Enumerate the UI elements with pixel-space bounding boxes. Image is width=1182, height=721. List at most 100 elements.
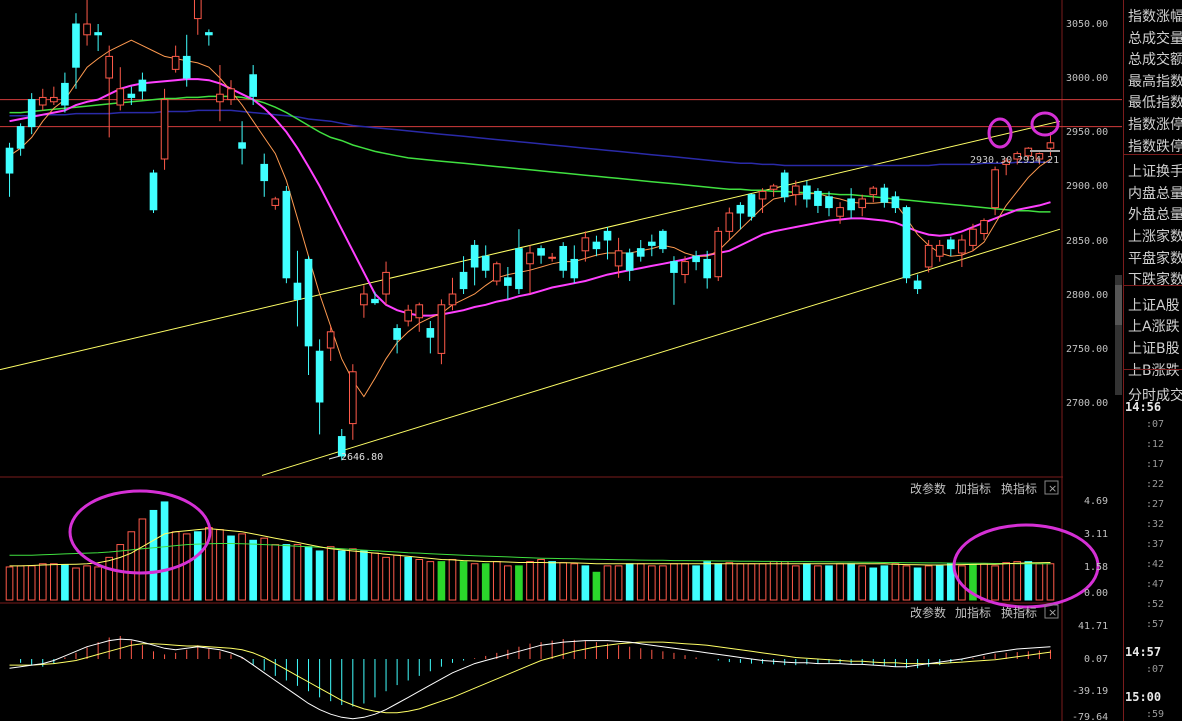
low-price-annotation: 2646.80 (341, 452, 383, 463)
close-panel-button[interactable] (1044, 480, 1059, 495)
ma5-line (9, 39, 1051, 398)
swap-indicator-button[interactable]: 换指标 (1001, 605, 1037, 620)
candle-up (769, 185, 778, 190)
volume-bar (105, 556, 114, 601)
candle-up (958, 239, 966, 254)
modify-params-button[interactable]: 改参数 (910, 481, 946, 496)
volume-bar (337, 550, 346, 601)
price-tick: 2800.00 (1066, 290, 1108, 301)
candle-down (260, 163, 269, 182)
swap-indicator-button[interactable]: 换指标 (1001, 481, 1037, 496)
volume-bar (814, 565, 822, 601)
volume-bar (470, 563, 479, 601)
tick-time: :42 (1146, 559, 1165, 570)
side-divider (1124, 285, 1182, 286)
modify-params-button[interactable]: 改参数 (910, 605, 946, 620)
close-panel-button[interactable] (1044, 604, 1059, 619)
price-tick: 2900.00 (1066, 181, 1108, 192)
candle-up (836, 207, 844, 217)
volume-bar (127, 531, 136, 601)
candle-down (603, 230, 612, 241)
volume-bar (437, 561, 446, 601)
tick-time: :57 (1146, 619, 1165, 630)
tick-time: 15:00 (1125, 690, 1162, 704)
volume-bar (1035, 563, 1044, 601)
volume-bar (1013, 561, 1022, 601)
ma20-line (9, 95, 1051, 213)
volume-bar (548, 561, 556, 601)
volume-bar (935, 565, 944, 601)
volume-bar (758, 563, 767, 601)
volume-bar (5, 566, 14, 601)
macd-tick: 0.07 (1084, 654, 1108, 665)
index-info-label: 指数涨幅 (1128, 9, 1182, 25)
index-info-label: 上B涨跌 (1128, 362, 1180, 379)
volume-panel-toolbar: 改参数 加指标 换指标 × (910, 480, 1059, 496)
volume-bar (504, 565, 512, 601)
volume-bar (636, 563, 645, 601)
volume-axis: 4.69 3.11 1.58 0.00 (1084, 496, 1108, 599)
candle-down (803, 185, 811, 200)
volume-tick: 0.00 (1084, 588, 1108, 599)
candle-up (581, 237, 590, 252)
tick-time: 14:57 (1125, 645, 1162, 659)
index-info-label: 上证B股 (1128, 341, 1180, 357)
candle-down (5, 147, 14, 174)
scrollbar-track[interactable] (1115, 275, 1122, 395)
volume-bar (38, 563, 47, 601)
candle-down (537, 248, 545, 256)
lower-trend-line (261, 228, 1061, 476)
volume-bar (537, 558, 545, 601)
volume-bar (260, 537, 269, 601)
volume-bar (459, 561, 468, 601)
macd-panel-toolbar: 改参数 加指标 换指标 × (910, 604, 1059, 620)
candle-up (50, 96, 58, 103)
price-tick: 3000.00 (1066, 73, 1108, 84)
side-divider (1124, 154, 1182, 155)
candle-down (182, 55, 191, 79)
price-tick: 2700.00 (1066, 398, 1108, 409)
add-indicator-button[interactable]: 加指标 (955, 605, 991, 620)
tick-time: :32 (1146, 519, 1165, 530)
candle-down (315, 350, 324, 403)
volume-bar (791, 565, 800, 601)
candle-down (736, 204, 745, 214)
highlight-circle (952, 523, 1100, 609)
volume-bar (703, 561, 712, 601)
candle-down (72, 23, 80, 68)
add-indicator-button[interactable]: 加指标 (955, 481, 991, 496)
volume-bar (382, 556, 390, 601)
volume-bar (736, 563, 745, 601)
index-info-label: 平盘家数 (1128, 250, 1182, 267)
scrollbar-thumb[interactable] (1115, 285, 1122, 325)
volume-bar (980, 563, 988, 601)
candle-up (1046, 142, 1055, 149)
volume-bar (991, 565, 999, 601)
volume-bar (559, 562, 568, 601)
candle-up (526, 252, 534, 265)
candle-down (61, 82, 69, 106)
volume-bar (293, 544, 302, 601)
candle-up (980, 220, 988, 235)
panel-separators (0, 0, 1063, 721)
candle-down (847, 198, 855, 211)
volume-bar (238, 533, 246, 601)
volume-ma-short (9, 528, 1051, 567)
volume-bar (581, 565, 590, 601)
volume-bar (50, 563, 58, 601)
candle-up (935, 244, 944, 257)
candle-up (116, 88, 125, 106)
highlight-circle (987, 117, 1013, 149)
volume-bar (1046, 563, 1055, 601)
candle-up (791, 185, 800, 196)
tick-time: :47 (1146, 579, 1165, 590)
tick-time: :27 (1146, 499, 1165, 510)
candle-up (227, 88, 235, 101)
tick-time: :07 (1146, 419, 1165, 430)
candle-down (515, 248, 523, 290)
volume-bar (803, 563, 811, 601)
volume-bar (659, 565, 667, 601)
volume-bar (492, 561, 501, 601)
candle-down (371, 298, 379, 304)
